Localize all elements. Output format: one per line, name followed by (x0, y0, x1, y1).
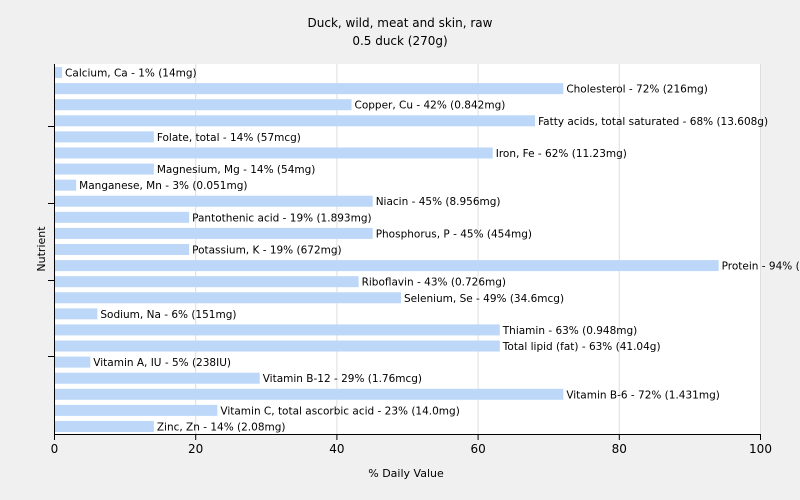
bar (55, 372, 260, 384)
chart-subtitle: 0.5 duck (270g) (352, 34, 447, 48)
bar-label: Thiamin - 63% (0.948mg) (502, 325, 638, 337)
bar-label: Fatty acids, total saturated - 68% (13.6… (538, 116, 768, 128)
bar-label: Copper, Cu - 42% (0.842mg) (355, 100, 506, 112)
bar (55, 308, 98, 320)
x-tick-label: 100 (749, 442, 772, 456)
bar-label: Sodium, Na - 6% (151mg) (100, 309, 236, 321)
bar (55, 67, 63, 79)
bar (55, 211, 190, 223)
bar (55, 324, 500, 336)
y-axis-label: Nutrient (35, 226, 48, 272)
bar-label: Manganese, Mn - 3% (0.051mg) (79, 180, 247, 192)
bar (55, 388, 564, 400)
bar-label: Riboflavin - 43% (0.726mg) (362, 277, 506, 289)
bar-label: Vitamin B-12 - 29% (1.76mcg) (263, 373, 422, 385)
bar (55, 99, 352, 111)
chart-title: Duck, wild, meat and skin, raw (308, 16, 493, 30)
bar (55, 131, 154, 143)
bar (55, 195, 373, 207)
bar (55, 115, 536, 127)
x-tick-label: 0 (51, 442, 59, 456)
x-axis-label: % Daily Value (368, 467, 444, 480)
bar-label: Potassium, K - 19% (672mg) (192, 245, 342, 257)
bar (55, 83, 564, 95)
bar (55, 404, 218, 416)
bar (55, 244, 190, 255)
x-tick-label: 40 (329, 442, 344, 456)
bar-label: Phosphorus, P - 45% (454mg) (376, 228, 532, 240)
x-tick-label: 80 (612, 442, 627, 456)
bar-label: Zinc, Zn - 14% (2.08mg) (157, 421, 286, 433)
bar (55, 227, 373, 239)
bar-label: Iron, Fe - 62% (11.23mg) (496, 148, 627, 160)
bar-label: Vitamin C, total ascorbic acid - 23% (14… (220, 405, 459, 417)
bar (55, 292, 401, 304)
bar (55, 260, 719, 272)
bar-label: Total lipid (fat) - 63% (41.04g) (502, 341, 661, 353)
bar-label: Calcium, Ca - 1% (14mg) (65, 68, 197, 80)
bar-label: Protein - 94% (47.03g) (722, 261, 800, 273)
x-tick-label: 20 (188, 442, 203, 456)
bar-label: Niacin - 45% (8.956mg) (376, 196, 501, 208)
bar-label: Cholesterol - 72% (216mg) (566, 84, 708, 96)
bars: Calcium, Ca - 1% (14mg) Cholesterol - 72%… (55, 67, 800, 433)
bar (55, 420, 154, 432)
bar (55, 163, 154, 175)
bar (55, 276, 359, 288)
bar-label: Folate, total - 14% (57mcg) (157, 132, 301, 144)
bar (55, 340, 500, 352)
bar-label: Pantothenic acid - 19% (1.893mg) (192, 212, 371, 224)
bar-label: Vitamin A, IU - 5% (238IU) (93, 357, 231, 369)
bar-label: Selenium, Se - 49% (34.6mcg) (404, 293, 564, 305)
bar-label: Magnesium, Mg - 14% (54mg) (157, 164, 316, 176)
x-tick-label: 60 (470, 442, 485, 456)
bar (55, 147, 493, 159)
bar-label: Vitamin B-6 - 72% (1.431mg) (566, 389, 720, 401)
bar (55, 356, 91, 368)
bar (55, 179, 77, 191)
axes: 0 20 40 60 80 100 (48, 64, 772, 456)
